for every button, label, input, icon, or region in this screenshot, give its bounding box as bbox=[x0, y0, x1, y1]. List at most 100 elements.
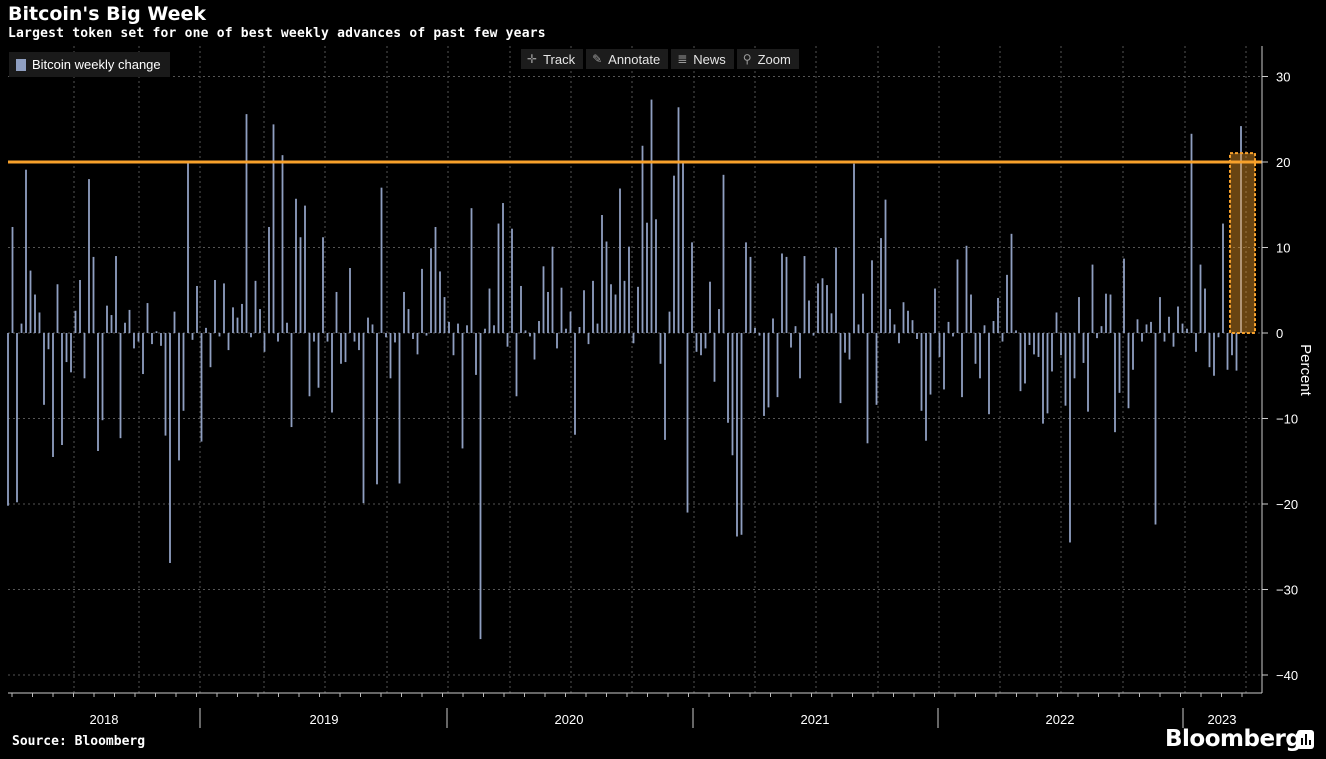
bar bbox=[992, 321, 995, 333]
x-year-label: 2022 bbox=[1046, 712, 1075, 727]
bar bbox=[497, 223, 500, 333]
bar bbox=[151, 333, 153, 345]
bar bbox=[1024, 333, 1026, 384]
bar bbox=[547, 291, 549, 333]
bar bbox=[1033, 333, 1035, 355]
bar bbox=[727, 333, 729, 423]
bar bbox=[380, 187, 383, 333]
bar bbox=[803, 256, 806, 333]
bar bbox=[308, 333, 311, 397]
bar bbox=[884, 199, 887, 333]
bar bbox=[691, 242, 693, 333]
bar bbox=[515, 333, 518, 397]
bar bbox=[367, 317, 369, 333]
crosshair-icon: ✛ bbox=[527, 52, 538, 66]
bar bbox=[1082, 333, 1085, 363]
bar bbox=[808, 300, 810, 333]
bar bbox=[83, 333, 86, 379]
source-note: Source: Bloomberg bbox=[12, 734, 146, 749]
bar bbox=[578, 327, 581, 333]
bar bbox=[988, 333, 990, 415]
bloomberg-logo: Bloomberg bbox=[1165, 726, 1302, 752]
bar bbox=[574, 333, 576, 435]
bar bbox=[983, 325, 986, 333]
bar bbox=[826, 285, 828, 333]
bar bbox=[506, 333, 509, 347]
y-tick-label: 10 bbox=[1276, 241, 1290, 256]
bar bbox=[362, 333, 365, 504]
pencil-icon: ✎ bbox=[592, 52, 603, 66]
bar bbox=[407, 309, 410, 333]
bar bbox=[97, 333, 99, 451]
bar bbox=[1118, 333, 1121, 393]
bar bbox=[736, 333, 738, 537]
bar bbox=[326, 333, 329, 342]
track-button[interactable]: ✛ Track bbox=[521, 49, 584, 69]
bar bbox=[623, 280, 626, 333]
bar bbox=[200, 333, 203, 442]
bar bbox=[196, 285, 198, 333]
bar bbox=[493, 325, 495, 333]
bar bbox=[637, 286, 639, 333]
bar bbox=[1163, 333, 1166, 342]
bar bbox=[295, 198, 297, 333]
bar bbox=[866, 333, 869, 444]
bar bbox=[560, 287, 563, 333]
bar bbox=[43, 333, 45, 405]
bar bbox=[1100, 326, 1103, 333]
x-year-label: 2021 bbox=[801, 712, 830, 727]
bar bbox=[862, 293, 864, 333]
bar bbox=[686, 333, 689, 513]
bar bbox=[947, 321, 950, 333]
bar bbox=[412, 333, 414, 339]
bar bbox=[713, 333, 716, 382]
bar bbox=[569, 311, 572, 333]
bar bbox=[974, 333, 977, 364]
bar bbox=[682, 161, 684, 333]
bar bbox=[430, 248, 432, 333]
bar bbox=[695, 333, 698, 352]
bar bbox=[1087, 333, 1089, 412]
bar bbox=[677, 107, 680, 333]
bar bbox=[583, 290, 585, 333]
chart-toolbar: ✛ Track ✎ Annotate ≣ News ⚲ Zoom bbox=[521, 49, 799, 69]
bar bbox=[236, 317, 239, 333]
bar bbox=[529, 333, 531, 337]
bar bbox=[956, 259, 959, 333]
bar bbox=[416, 333, 419, 355]
annotate-button[interactable]: ✎ Annotate bbox=[586, 49, 669, 69]
bar bbox=[893, 324, 896, 333]
bar bbox=[704, 333, 707, 349]
bar bbox=[1109, 294, 1112, 333]
news-button[interactable]: ≣ News bbox=[671, 49, 734, 69]
bar bbox=[1235, 333, 1238, 371]
bar bbox=[439, 271, 441, 333]
bar bbox=[610, 284, 612, 333]
bar bbox=[952, 333, 954, 337]
zoom-button[interactable]: ⚲ Zoom bbox=[736, 49, 799, 69]
bar bbox=[191, 333, 194, 340]
legend[interactable]: Bitcoin weekly change bbox=[9, 52, 170, 77]
bar bbox=[128, 309, 131, 333]
bar bbox=[911, 320, 914, 333]
bar bbox=[1096, 333, 1098, 339]
bar bbox=[502, 203, 504, 333]
bar bbox=[115, 256, 117, 333]
bar bbox=[263, 333, 266, 352]
chart-subtitle: Largest token set for one of best weekly… bbox=[8, 26, 546, 41]
bar bbox=[484, 328, 486, 333]
legend-swatch bbox=[16, 58, 26, 71]
bar bbox=[1078, 297, 1080, 333]
bar bbox=[871, 260, 873, 333]
bar bbox=[1006, 274, 1008, 333]
bar bbox=[565, 328, 567, 333]
bar bbox=[628, 246, 630, 333]
bar bbox=[668, 311, 671, 333]
bar bbox=[934, 288, 936, 333]
bar bbox=[776, 333, 779, 398]
bar bbox=[178, 333, 180, 461]
bar bbox=[1217, 333, 1220, 338]
bar bbox=[155, 331, 158, 333]
bar bbox=[358, 333, 360, 351]
bar bbox=[1204, 288, 1206, 333]
